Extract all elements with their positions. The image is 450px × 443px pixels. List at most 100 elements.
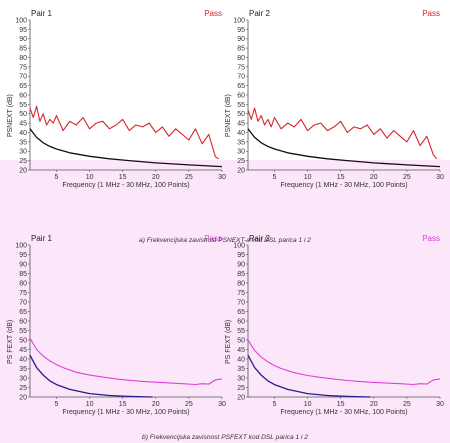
limit-series-line: [247, 354, 371, 398]
y-tick-label: 75: [237, 64, 245, 71]
y-tick-label: 80: [19, 55, 27, 62]
limit-series-line: [247, 128, 441, 168]
x-axis-label: Frequency (1 MHz - 30 MHz, 100 Points): [280, 409, 407, 416]
y-tick-label: 70: [237, 299, 245, 306]
x-tick-label: 15: [119, 174, 127, 181]
y-tick-label: 70: [237, 74, 245, 81]
y-tick-label: 45: [237, 347, 245, 354]
measured-series-line: [29, 337, 223, 386]
y-tick-label: 90: [237, 261, 245, 268]
y-tick-label: 100: [233, 242, 245, 249]
x-tick-label: 25: [185, 174, 193, 181]
y-tick-label: 55: [19, 328, 27, 335]
y-tick-label: 95: [237, 252, 245, 259]
y-tick-label: 55: [237, 328, 245, 335]
y-tick-label: 65: [19, 309, 27, 316]
y-tick-label: 20: [237, 167, 245, 174]
chart-panel-2: Pair 2 Pass 20 25 30 35 40 45 50 55 60 65 70 75 80 85 90…: [225, 9, 444, 189]
y-tick-label: 45: [19, 121, 27, 128]
caption-bottom: b) Frekvencijska zavisnost PSFEXT kod DS…: [142, 434, 308, 441]
limit-series-line: [29, 354, 153, 398]
y-tick-label: 70: [19, 74, 27, 81]
y-tick-label: 20: [19, 394, 27, 401]
measured-series-line: [29, 105, 219, 160]
y-tick-label: 30: [19, 375, 27, 382]
x-tick-label: 20: [370, 174, 378, 181]
x-axis-label: Frequency (1 MHz - 30 MHz, 100 Points): [62, 182, 189, 189]
y-tick-label: 50: [237, 337, 245, 344]
y-tick-label: 60: [19, 92, 27, 99]
y-tick-label: 45: [237, 121, 245, 128]
y-tick-label: 95: [19, 27, 27, 34]
measured-series-line: [247, 339, 441, 386]
y-tick-label: 35: [19, 139, 27, 146]
y-tick-label: 85: [19, 271, 27, 278]
y-tick-label: 40: [237, 130, 245, 137]
y-tick-label: 25: [237, 158, 245, 165]
y-tick-label: 30: [237, 375, 245, 382]
y-tick-label: 75: [237, 290, 245, 297]
panels-layer: Pair 1 Pass202530354045505560657075808590…: [7, 9, 444, 416]
y-tick-label: 80: [237, 280, 245, 287]
x-tick-label: 10: [304, 174, 312, 181]
y-axis-label: PS FEXT (dB): [225, 320, 232, 364]
y-tick-label: 25: [19, 158, 27, 165]
x-axis-label: Frequency (1 MHz - 30 MHz, 100 Points): [280, 182, 407, 189]
y-tick-label: 75: [19, 290, 27, 297]
chart-panel-3: Pair 1 Pass 20 25 30 35 40 45 50 55 60 65 70 75 80 85 90…: [7, 234, 226, 416]
y-tick-label: 35: [237, 366, 245, 373]
y-tick-label: 65: [237, 309, 245, 316]
x-tick-label: 15: [119, 401, 127, 408]
y-tick-label: 100: [15, 242, 27, 249]
y-tick-label: 50: [19, 337, 27, 344]
chart-panel-4: Pair 2 Pass 20 25 30 35 40 45 50 55 60 65 70 75 80 85 90…: [225, 234, 444, 416]
x-tick-label: 20: [152, 401, 160, 408]
panel-title: Pair 2: [249, 234, 270, 243]
x-tick-label: 10: [304, 401, 312, 408]
y-tick-label: 75: [19, 64, 27, 71]
y-tick-label: 95: [19, 252, 27, 259]
y-tick-label: 40: [237, 356, 245, 363]
x-tick-label: 5: [273, 174, 277, 181]
y-tick-label: 70: [19, 299, 27, 306]
limit-series-line: [29, 128, 223, 168]
y-tick-label: 20: [237, 394, 245, 401]
y-tick-label: 90: [19, 36, 27, 43]
y-tick-label: 100: [15, 17, 27, 24]
y-tick-label: 100: [233, 17, 245, 24]
pass-status: Pass: [422, 234, 440, 243]
chart-panel-1: Pair 1 Pass 20 25 30 35 40 45 50 55 60 65 70 75 80 85 90…: [7, 9, 226, 189]
pass-status: Pass: [422, 9, 440, 18]
x-tick-label: 30: [436, 174, 444, 181]
y-tick-label: 90: [19, 261, 27, 268]
x-tick-label: 5: [273, 401, 277, 408]
y-tick-label: 55: [19, 102, 27, 109]
y-tick-label: 30: [19, 149, 27, 156]
y-tick-label: 80: [237, 55, 245, 62]
pass-status: Pass: [204, 9, 222, 18]
x-tick-label: 15: [337, 174, 345, 181]
y-tick-label: 50: [237, 111, 245, 118]
y-tick-label: 90: [237, 36, 245, 43]
panel-title: Pair 2: [249, 9, 270, 18]
y-tick-label: 50: [19, 111, 27, 118]
x-tick-label: 5: [55, 174, 59, 181]
x-tick-label: 30: [218, 401, 226, 408]
y-tick-label: 65: [19, 83, 27, 90]
y-tick-label: 40: [19, 130, 27, 137]
y-tick-label: 30: [237, 149, 245, 156]
y-tick-label: 85: [237, 46, 245, 53]
y-axis-label: PS FEXT (dB): [7, 320, 14, 364]
y-tick-label: 20: [19, 167, 27, 174]
x-tick-label: 30: [436, 401, 444, 408]
pass-status: Pass: [204, 234, 222, 243]
y-tick-label: 45: [19, 347, 27, 354]
x-tick-label: 5: [55, 401, 59, 408]
x-tick-label: 30: [218, 174, 226, 181]
x-tick-label: 25: [403, 174, 411, 181]
y-tick-label: 60: [237, 318, 245, 325]
measured-series-line: [247, 107, 438, 160]
y-tick-label: 25: [19, 385, 27, 392]
x-tick-label: 20: [370, 401, 378, 408]
x-tick-label: 25: [185, 401, 193, 408]
